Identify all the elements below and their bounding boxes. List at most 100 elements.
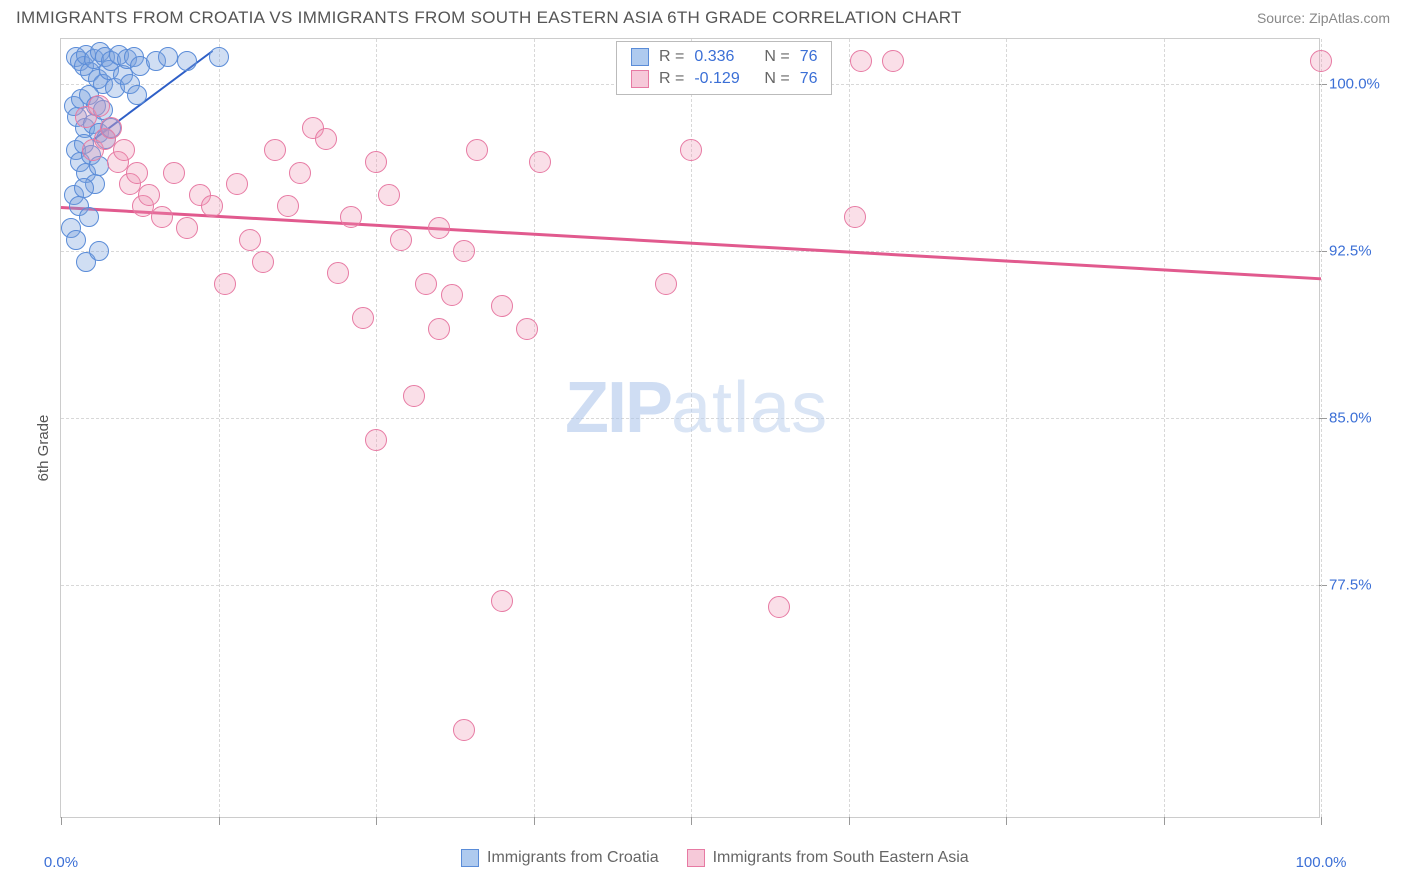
scatter-point bbox=[79, 207, 99, 227]
scatter-point bbox=[89, 241, 109, 261]
ytick-label: 100.0% bbox=[1329, 75, 1385, 92]
scatter-point bbox=[277, 195, 299, 217]
scatter-point bbox=[680, 139, 702, 161]
scatter-point bbox=[365, 151, 387, 173]
stats-legend: R = 0.336 N = 76 R = -0.129 N = 76 bbox=[616, 41, 832, 95]
scatter-point bbox=[415, 273, 437, 295]
ytick-label: 92.5% bbox=[1329, 242, 1385, 259]
scatter-point bbox=[1310, 50, 1332, 72]
scatter-point bbox=[74, 178, 94, 198]
series-legend-item: Immigrants from Croatia bbox=[461, 849, 659, 867]
gridline-v bbox=[1321, 39, 1322, 817]
scatter-point bbox=[209, 47, 229, 67]
scatter-point bbox=[163, 162, 185, 184]
scatter-point bbox=[327, 262, 349, 284]
ytick-label: 77.5% bbox=[1329, 577, 1385, 594]
n-value: 76 bbox=[800, 70, 818, 88]
scatter-point bbox=[158, 47, 178, 67]
tick-bottom bbox=[534, 817, 535, 825]
stats-legend-row: R = 0.336 N = 76 bbox=[631, 46, 817, 68]
legend-swatch bbox=[631, 70, 649, 88]
n-value: 76 bbox=[800, 48, 818, 66]
scatter-point bbox=[428, 217, 450, 239]
gridline-h bbox=[61, 585, 1319, 586]
tick-bottom bbox=[1006, 817, 1007, 825]
tick-bottom bbox=[1164, 817, 1165, 825]
scatter-point bbox=[390, 229, 412, 251]
chart-title: IMMIGRANTS FROM CROATIA VS IMMIGRANTS FR… bbox=[16, 8, 962, 28]
scatter-point bbox=[768, 596, 790, 618]
xtick-label: 0.0% bbox=[44, 854, 78, 871]
legend-swatch bbox=[461, 849, 479, 867]
scatter-point bbox=[352, 307, 374, 329]
watermark: ZIPatlas bbox=[565, 367, 828, 449]
scatter-point bbox=[138, 184, 160, 206]
scatter-point bbox=[403, 385, 425, 407]
gridline-h bbox=[61, 251, 1319, 252]
gridline-v bbox=[1006, 39, 1007, 817]
n-label: N = bbox=[764, 48, 789, 66]
scatter-point bbox=[491, 295, 513, 317]
series-legend: Immigrants from Croatia Immigrants from S… bbox=[461, 849, 969, 867]
series-legend-item: Immigrants from South Eastern Asia bbox=[687, 849, 969, 867]
gridline-v bbox=[1164, 39, 1165, 817]
r-value: 0.336 bbox=[694, 48, 754, 66]
scatter-point bbox=[201, 195, 223, 217]
r-label: R = bbox=[659, 48, 684, 66]
scatter-point bbox=[655, 273, 677, 295]
scatter-point bbox=[453, 719, 475, 741]
xtick-label: 100.0% bbox=[1296, 854, 1347, 871]
scatter-plot: 77.5%85.0%92.5%100.0%0.0%100.0%ZIPatlasR… bbox=[60, 38, 1320, 818]
scatter-point bbox=[252, 251, 274, 273]
scatter-point bbox=[214, 273, 236, 295]
r-value: -0.129 bbox=[694, 70, 754, 88]
chart-header: IMMIGRANTS FROM CROATIA VS IMMIGRANTS FR… bbox=[0, 0, 1406, 32]
scatter-point bbox=[453, 240, 475, 262]
ytick-label: 85.0% bbox=[1329, 409, 1385, 426]
tick-bottom bbox=[849, 817, 850, 825]
scatter-point bbox=[100, 117, 122, 139]
scatter-point bbox=[441, 284, 463, 306]
scatter-point bbox=[66, 230, 86, 250]
scatter-point bbox=[127, 85, 147, 105]
tick-bottom bbox=[376, 817, 377, 825]
gridline-v bbox=[219, 39, 220, 817]
scatter-point bbox=[289, 162, 311, 184]
scatter-point bbox=[365, 429, 387, 451]
scatter-point bbox=[428, 318, 450, 340]
legend-swatch bbox=[687, 849, 705, 867]
n-label: N = bbox=[764, 70, 789, 88]
tick-bottom bbox=[691, 817, 692, 825]
stats-legend-row: R = -0.129 N = 76 bbox=[631, 68, 817, 90]
y-axis-label: 6th Grade bbox=[35, 415, 52, 482]
scatter-point bbox=[466, 139, 488, 161]
series-name: Immigrants from South Eastern Asia bbox=[713, 849, 969, 867]
scatter-point bbox=[88, 95, 110, 117]
scatter-point bbox=[378, 184, 400, 206]
gridline-v bbox=[849, 39, 850, 817]
scatter-point bbox=[340, 206, 362, 228]
chart-source: Source: ZipAtlas.com bbox=[1257, 10, 1390, 26]
scatter-point bbox=[529, 151, 551, 173]
r-label: R = bbox=[659, 70, 684, 88]
chart-area: 6th Grade 77.5%85.0%92.5%100.0%0.0%100.0… bbox=[16, 38, 1390, 858]
series-name: Immigrants from Croatia bbox=[487, 849, 659, 867]
scatter-point bbox=[239, 229, 261, 251]
scatter-point bbox=[264, 139, 286, 161]
scatter-point bbox=[315, 128, 337, 150]
legend-swatch bbox=[631, 48, 649, 66]
scatter-point bbox=[176, 217, 198, 239]
scatter-point bbox=[226, 173, 248, 195]
tick-bottom bbox=[219, 817, 220, 825]
tick-bottom bbox=[1321, 817, 1322, 825]
scatter-point bbox=[491, 590, 513, 612]
scatter-point bbox=[177, 51, 197, 71]
scatter-point bbox=[113, 139, 135, 161]
scatter-point bbox=[882, 50, 904, 72]
tick-bottom bbox=[61, 817, 62, 825]
scatter-point bbox=[516, 318, 538, 340]
scatter-point bbox=[850, 50, 872, 72]
scatter-point bbox=[126, 162, 148, 184]
scatter-point bbox=[151, 206, 173, 228]
gridline-h bbox=[61, 418, 1319, 419]
